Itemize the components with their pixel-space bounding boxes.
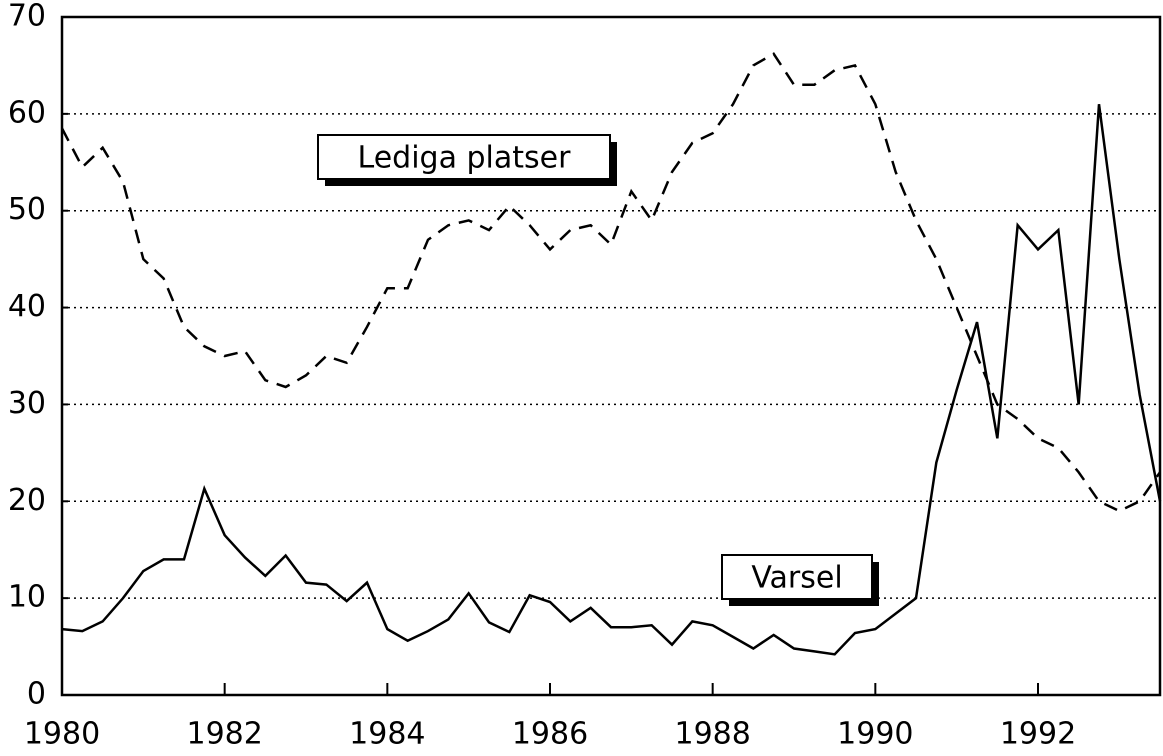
y-tick-label: 30 — [8, 386, 46, 421]
y-tick-label: 10 — [8, 580, 46, 615]
x-tick-label: 1980 — [24, 717, 100, 752]
x-tick-label: 1988 — [674, 717, 750, 752]
y-tick-label: 60 — [8, 95, 46, 130]
y-tick-label: 0 — [27, 677, 46, 712]
y-tick-label: 50 — [8, 192, 46, 227]
legend-label: Varsel — [751, 561, 842, 596]
y-tick-label: 40 — [8, 289, 46, 324]
x-tick-label: 1984 — [349, 717, 425, 752]
x-tick-label: 1990 — [837, 717, 913, 752]
label-box — [721, 554, 873, 600]
y-tick-label: 20 — [8, 483, 46, 518]
legend-item: Varsel — [721, 554, 879, 606]
y-tick-label: 70 — [8, 0, 46, 34]
series-line — [61, 104, 1162, 656]
legend-item: Lediga platser — [317, 134, 617, 186]
x-tick-label: 1982 — [186, 717, 262, 752]
plot-frame — [60, 15, 1162, 697]
label-box — [317, 134, 611, 180]
series-line — [60, 52, 1162, 513]
x-tick-label: 1992 — [1000, 717, 1076, 752]
legend-label: Lediga platser — [358, 141, 572, 176]
x-tick-label: 1986 — [512, 717, 588, 752]
